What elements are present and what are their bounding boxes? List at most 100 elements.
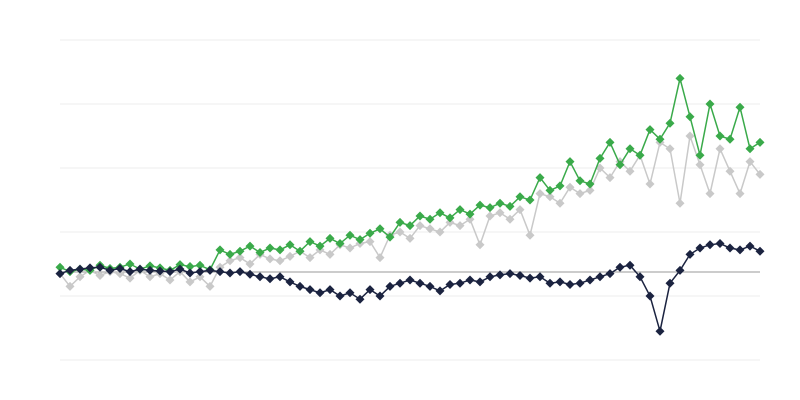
point [105,265,115,275]
point [595,272,605,282]
point [735,245,745,255]
point [715,144,725,154]
point [445,279,455,289]
point [585,185,595,195]
point [375,291,385,301]
point [555,181,565,191]
point [745,241,755,251]
point [245,269,255,279]
point [275,245,285,255]
point [495,198,505,208]
point [165,267,175,277]
point [755,169,765,179]
point [655,326,665,336]
point [115,269,125,279]
point [555,277,565,287]
point [125,267,135,277]
point [625,144,635,154]
point [605,269,615,279]
point [205,281,215,291]
point [725,134,735,144]
point [675,265,685,275]
point [325,285,335,295]
point [585,179,595,189]
point [685,131,695,141]
point [455,221,465,231]
point [605,173,615,183]
point [735,102,745,112]
point [285,251,295,261]
point [645,179,655,189]
point [625,166,635,176]
point [135,264,145,274]
point [255,272,265,282]
point [405,221,415,231]
point [235,253,245,263]
point [275,272,285,282]
point [515,205,525,215]
point [315,288,325,298]
point [175,264,185,274]
point [365,285,375,295]
point [755,246,765,256]
point [695,243,705,253]
point [285,240,295,250]
point [555,198,565,208]
point [285,277,295,287]
point [695,150,705,160]
point [255,247,265,257]
point [665,118,675,128]
point [375,224,385,234]
point [745,157,755,167]
point [365,228,375,238]
point [595,153,605,163]
point [415,278,425,288]
point [65,265,75,275]
point [225,249,235,259]
point [125,259,135,269]
point [225,256,235,266]
point [495,208,505,218]
point [205,265,215,275]
series-line [59,242,761,332]
point [395,227,405,237]
point [675,73,685,83]
point [395,217,405,227]
point [195,260,205,270]
point [545,278,555,288]
point [745,144,755,154]
point [265,243,275,253]
point [655,134,665,144]
point [635,272,645,282]
point [145,272,155,282]
point [685,249,695,259]
point [435,286,445,296]
point [465,275,475,285]
point [545,185,555,195]
point [405,233,415,243]
point [565,182,575,192]
point [725,243,735,253]
point [665,278,675,288]
point [515,271,525,281]
point [705,189,715,199]
point [635,150,645,160]
point [535,173,545,183]
point [465,214,475,224]
point [565,279,575,289]
point [485,211,495,221]
point [385,232,395,242]
point [195,267,205,277]
point [425,281,435,291]
point [445,213,455,223]
point [265,254,275,264]
point [325,233,335,243]
series-line [59,135,761,288]
point [185,277,195,287]
point [375,253,385,263]
point [335,291,345,301]
point [245,259,255,269]
point [535,272,545,282]
point [405,275,415,285]
point [85,263,95,273]
